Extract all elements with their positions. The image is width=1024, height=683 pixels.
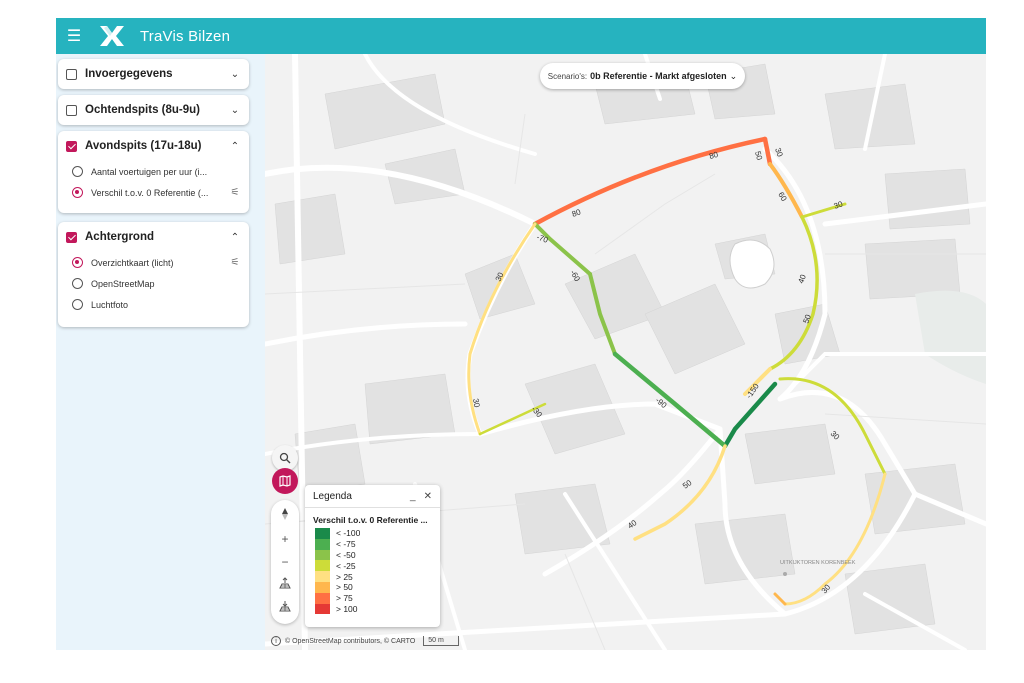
legend-label: < -50 xyxy=(336,549,356,560)
legend-row: < -25 xyxy=(305,560,440,572)
legend-swatch xyxy=(315,528,330,539)
scenario-selector[interactable]: Scenario's: 0b Referentie - Markt afgesl… xyxy=(540,63,745,89)
chevron-down-icon: ⌄ xyxy=(729,70,738,81)
panel-title: Ochtendspits (8u-9u) xyxy=(85,104,201,116)
legend-row: < -50 xyxy=(305,549,440,561)
map-legend-icon[interactable] xyxy=(272,468,298,494)
legend-label: > 25 xyxy=(336,571,353,582)
sidebar: Invoergegevens ⌄ Ochtendspits (8u-9u) ⌄ … xyxy=(56,54,265,650)
scale-bar: 50 m xyxy=(423,636,459,646)
legend-swatch xyxy=(315,571,330,582)
road-label: 50 xyxy=(753,150,764,161)
legend-label: > 100 xyxy=(336,603,358,614)
travis-logo-icon xyxy=(94,18,130,54)
legend-row: < -100 xyxy=(305,528,440,539)
road-label: 50 xyxy=(801,313,813,325)
option-verschil-referentie[interactable]: Verschil t.o.v. 0 Referentie (... ⚟ xyxy=(58,182,249,203)
tilt-up-icon[interactable] xyxy=(273,575,297,595)
panel-avondspits: Avondspits (17u-18u) ⌃ Aantal voertuigen… xyxy=(58,131,249,213)
map-view[interactable]: 80 80 50 30 60 30 -70 -60 30 40 50 30 -3… xyxy=(265,54,986,650)
legend-label: < -100 xyxy=(336,528,361,539)
menu-icon[interactable]: ☰ xyxy=(66,28,82,45)
checkbox[interactable] xyxy=(66,68,77,80)
legend-swatch xyxy=(315,560,330,572)
road-label: 30 xyxy=(773,147,785,159)
radio-button[interactable] xyxy=(72,299,83,310)
option-aantal-voertuigen[interactable]: Aantal voertuigen per uur (i... xyxy=(58,161,249,182)
option-label: Luchtfoto xyxy=(91,299,129,310)
checkbox[interactable] xyxy=(66,104,77,116)
legend-label: < -25 xyxy=(336,560,356,571)
settings-sliders-icon[interactable]: ⚟ xyxy=(230,257,240,268)
compass-icon[interactable] xyxy=(273,506,297,526)
attribution: i © OpenStreetMap contributors, © CARTO … xyxy=(271,634,459,648)
panel-title: Achtergrond xyxy=(85,231,154,243)
radio-button[interactable] xyxy=(72,166,83,177)
option-overzichtkaart[interactable]: Overzichtkaart (licht) ⚟ xyxy=(58,252,249,273)
legend-label: < -75 xyxy=(336,539,356,550)
legend-swatch xyxy=(315,603,330,615)
chevron-down-icon[interactable]: ⌄ xyxy=(230,68,240,80)
attribution-text[interactable]: © OpenStreetMap contributors, © CARTO xyxy=(285,637,416,645)
zoom-in-icon[interactable]: + xyxy=(281,531,289,546)
legend-swatch xyxy=(315,538,330,550)
option-label: Verschil t.o.v. 0 Referentie (... xyxy=(91,187,209,198)
chevron-down-icon[interactable]: ⌄ xyxy=(230,104,240,116)
legend-row: > 100 xyxy=(305,603,440,615)
map-navigation-controls: + − xyxy=(271,500,299,624)
zoom-out-icon[interactable]: − xyxy=(281,554,289,569)
panel-achtergrond: Achtergrond ⌃ Overzichtkaart (licht) ⚟ O… xyxy=(58,222,249,327)
info-icon[interactable]: i xyxy=(271,636,281,646)
road-label: 30 xyxy=(471,398,482,409)
legend-row: > 25 xyxy=(305,571,440,582)
radio-button-selected[interactable] xyxy=(72,187,83,198)
legend-subtitle: Verschil t.o.v. 0 Referentie ... xyxy=(313,515,428,525)
legend-panel: Legenda _ ✕ Verschil t.o.v. 0 Referentie… xyxy=(305,485,440,627)
legend-title: Legenda xyxy=(313,490,352,502)
option-label: OpenStreetMap xyxy=(91,278,155,289)
legend-swatch xyxy=(315,549,330,561)
checkbox-checked[interactable] xyxy=(66,231,77,243)
panel-title: Avondspits (17u-18u) xyxy=(85,140,202,152)
option-label: Aantal voertuigen per uur (i... xyxy=(91,166,208,177)
road-label: 40 xyxy=(796,273,808,285)
road-label: 80 xyxy=(708,150,719,161)
radio-button[interactable] xyxy=(72,278,83,289)
road-label: 30 xyxy=(494,270,506,282)
legend-label: > 75 xyxy=(336,593,353,604)
option-luchtfoto[interactable]: Luchtfoto xyxy=(58,294,249,315)
panel-title: Invoergegevens xyxy=(85,68,173,80)
close-icon[interactable]: ✕ xyxy=(423,490,432,502)
checkbox-checked[interactable] xyxy=(66,140,77,152)
chevron-left-icon[interactable]: ‹ xyxy=(265,344,273,360)
place-label: UITKIJKTOREN KORENBEEK xyxy=(780,560,856,566)
chevron-up-icon[interactable]: ⌃ xyxy=(230,231,240,243)
road-label: 30 xyxy=(833,199,845,211)
legend-row: > 50 xyxy=(305,581,440,593)
app-title: TraVis Bilzen xyxy=(140,27,231,45)
road-label: -70 xyxy=(535,232,549,245)
legend-row: > 75 xyxy=(305,592,440,604)
legend-swatch xyxy=(315,592,330,604)
chevron-up-icon[interactable]: ⌃ xyxy=(230,140,240,152)
legend-label: > 50 xyxy=(336,582,353,593)
search-icon[interactable] xyxy=(272,445,298,471)
legend-swatch xyxy=(315,581,330,593)
app-window: ☰ TraVis Bilzen Invoergegevens ⌄ Ochtend… xyxy=(56,18,986,650)
minimize-icon[interactable]: _ xyxy=(410,490,416,502)
option-label: Overzichtkaart (licht) xyxy=(91,257,174,268)
scenario-value: 0b Referentie - Markt afgesloten xyxy=(590,71,727,81)
legend-row: < -75 xyxy=(305,538,440,550)
option-openstreetmap[interactable]: OpenStreetMap xyxy=(58,273,249,294)
legend-classes: < -100 < -75 < -50 < -25 > 25 > 50 > 75 … xyxy=(305,528,440,615)
radio-button-selected[interactable] xyxy=(72,257,83,268)
settings-sliders-icon[interactable]: ⚟ xyxy=(230,187,240,198)
panel-invoergegevens[interactable]: Invoergegevens ⌄ xyxy=(58,59,249,89)
scenario-label: Scenario's: xyxy=(547,71,588,81)
road-label: 80 xyxy=(571,207,583,219)
tilt-down-icon[interactable] xyxy=(273,598,297,618)
panel-ochtendspits[interactable]: Ochtendspits (8u-9u) ⌄ xyxy=(58,95,249,125)
top-bar: ☰ TraVis Bilzen xyxy=(56,18,986,54)
